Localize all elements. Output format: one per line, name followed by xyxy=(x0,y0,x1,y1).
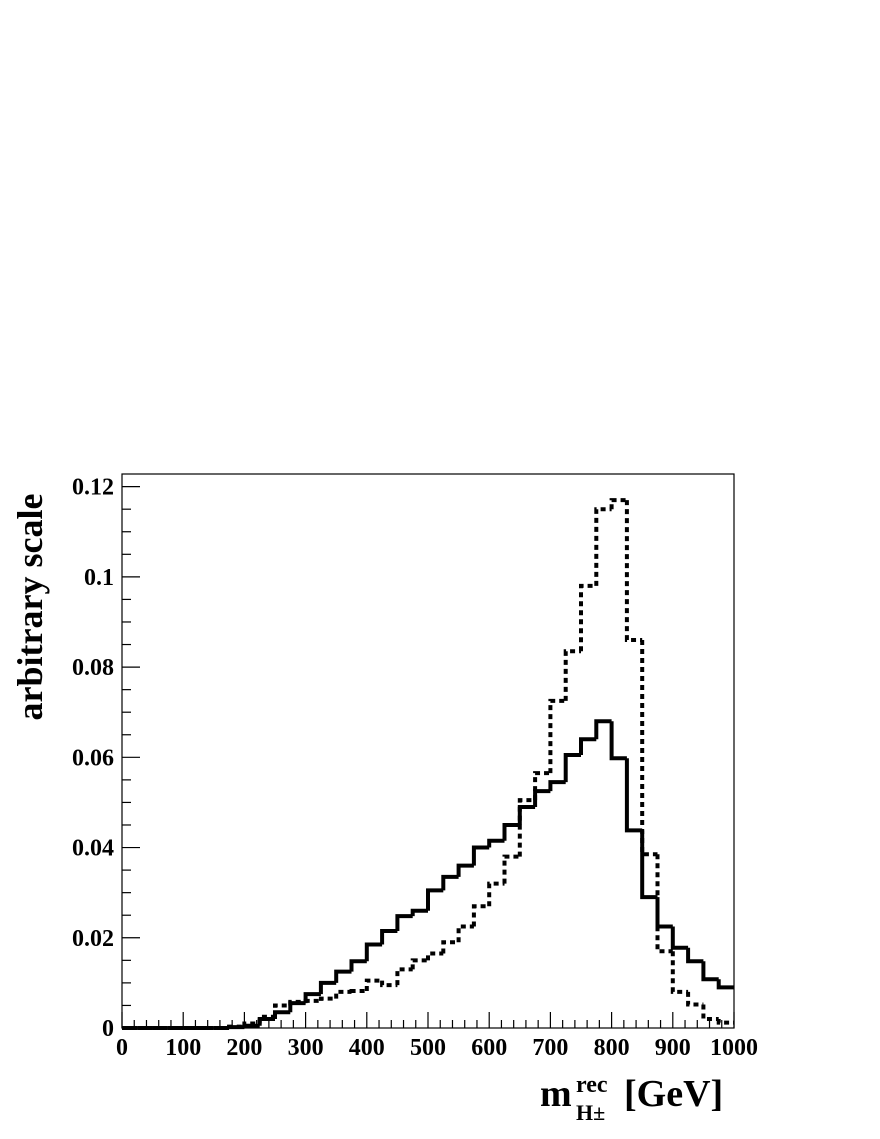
histogram-step xyxy=(364,978,383,992)
histogram-step xyxy=(426,888,444,911)
histogram-step xyxy=(609,498,627,510)
histogram-step xyxy=(426,951,444,961)
histogram-step xyxy=(670,926,689,950)
histogram-step xyxy=(563,753,581,783)
y-axis-label: arbitrary scale xyxy=(10,494,50,721)
histogram-step xyxy=(410,908,428,917)
x-tick-label: 600 xyxy=(471,1035,507,1061)
y-tick-label: 0.06 xyxy=(72,745,114,771)
x-tick-label: 300 xyxy=(288,1035,324,1061)
histogram-step xyxy=(318,996,337,1001)
histogram-step xyxy=(640,830,658,900)
x-tick-label: 100 xyxy=(165,1035,201,1061)
histogram-step xyxy=(594,719,612,740)
histogram-step xyxy=(257,1016,275,1026)
x-label-sub: H± xyxy=(576,1100,605,1125)
histogram-step xyxy=(563,649,581,701)
histogram-step xyxy=(334,989,352,999)
histogram-step xyxy=(701,1004,719,1021)
histogram-step xyxy=(548,780,566,792)
histogram-step xyxy=(624,500,643,643)
histogram-step xyxy=(655,854,673,954)
histogram-step xyxy=(609,721,627,761)
y-tick-label: 0.12 xyxy=(72,475,114,501)
histogram-step xyxy=(380,980,398,988)
y-tick-label: 0.08 xyxy=(72,655,114,681)
histogram-step xyxy=(456,863,474,877)
histogram-step xyxy=(594,507,612,586)
histogram-step xyxy=(517,804,536,825)
histogram-step xyxy=(487,881,505,907)
histogram-step xyxy=(273,1003,291,1017)
histogram-step xyxy=(456,924,474,943)
histogram-step xyxy=(640,640,658,857)
histogram-step xyxy=(716,1018,734,1025)
x-label-sup: rec xyxy=(576,1072,608,1098)
histogram-step xyxy=(701,961,719,982)
y-tick-label: 0 xyxy=(102,1016,114,1042)
histogram-step xyxy=(502,854,520,884)
histogram-step xyxy=(502,822,520,841)
histogram-step xyxy=(624,758,643,833)
histogram-step xyxy=(441,940,459,954)
x-tick-label: 900 xyxy=(655,1035,691,1061)
histogram-step xyxy=(686,991,704,1007)
x-label-unit: [GeV] xyxy=(624,1073,723,1115)
histogram-step xyxy=(533,771,551,801)
x-axis-label: m rec H± [GeV] xyxy=(540,1072,723,1125)
histogram-step xyxy=(517,798,536,857)
histogram-step xyxy=(349,959,367,972)
histogram-step xyxy=(318,980,337,995)
histogram-step xyxy=(395,914,413,932)
y-tick-label: 0.02 xyxy=(72,926,114,952)
histogram-step xyxy=(471,845,490,866)
histogram-step xyxy=(395,967,413,986)
x-tick-label: 0 xyxy=(116,1035,128,1061)
histogram-step xyxy=(548,698,566,774)
histogram-step xyxy=(273,1010,291,1019)
histogram-step xyxy=(364,942,383,962)
histogram-step xyxy=(380,929,398,945)
histogram-step xyxy=(579,737,597,756)
histogram-step xyxy=(670,951,689,994)
x-tick-label: 500 xyxy=(410,1035,446,1061)
histogram-step xyxy=(257,1014,275,1024)
histogram-step xyxy=(288,1001,306,1013)
histogram-step xyxy=(410,958,428,970)
x-tick-label: 800 xyxy=(594,1035,630,1061)
histogram-step xyxy=(242,1021,260,1027)
y-tick-label: 0.04 xyxy=(72,836,114,862)
x-tick-label: 700 xyxy=(532,1035,568,1061)
histogram-step xyxy=(533,789,551,807)
x-tick-label: 200 xyxy=(226,1035,262,1061)
histogram-step xyxy=(227,1024,245,1029)
histogram-step xyxy=(242,1023,260,1028)
histogram-step xyxy=(303,998,321,1003)
histogram-step xyxy=(579,583,597,652)
histogram-step xyxy=(288,999,306,1006)
histogram-step xyxy=(441,874,459,891)
histogram-step xyxy=(655,897,673,929)
histogram-step xyxy=(487,838,505,848)
histogram-step xyxy=(349,989,367,994)
histogram-step xyxy=(716,979,734,990)
x-tick-label: 1000 xyxy=(710,1035,758,1061)
y-tick-label: 0.1 xyxy=(84,565,114,591)
x-tick-label: 400 xyxy=(349,1035,385,1061)
histogram-step xyxy=(471,904,490,927)
histogram-step xyxy=(686,947,704,964)
histogram-step xyxy=(334,969,352,983)
x-label-base: m xyxy=(540,1073,572,1115)
